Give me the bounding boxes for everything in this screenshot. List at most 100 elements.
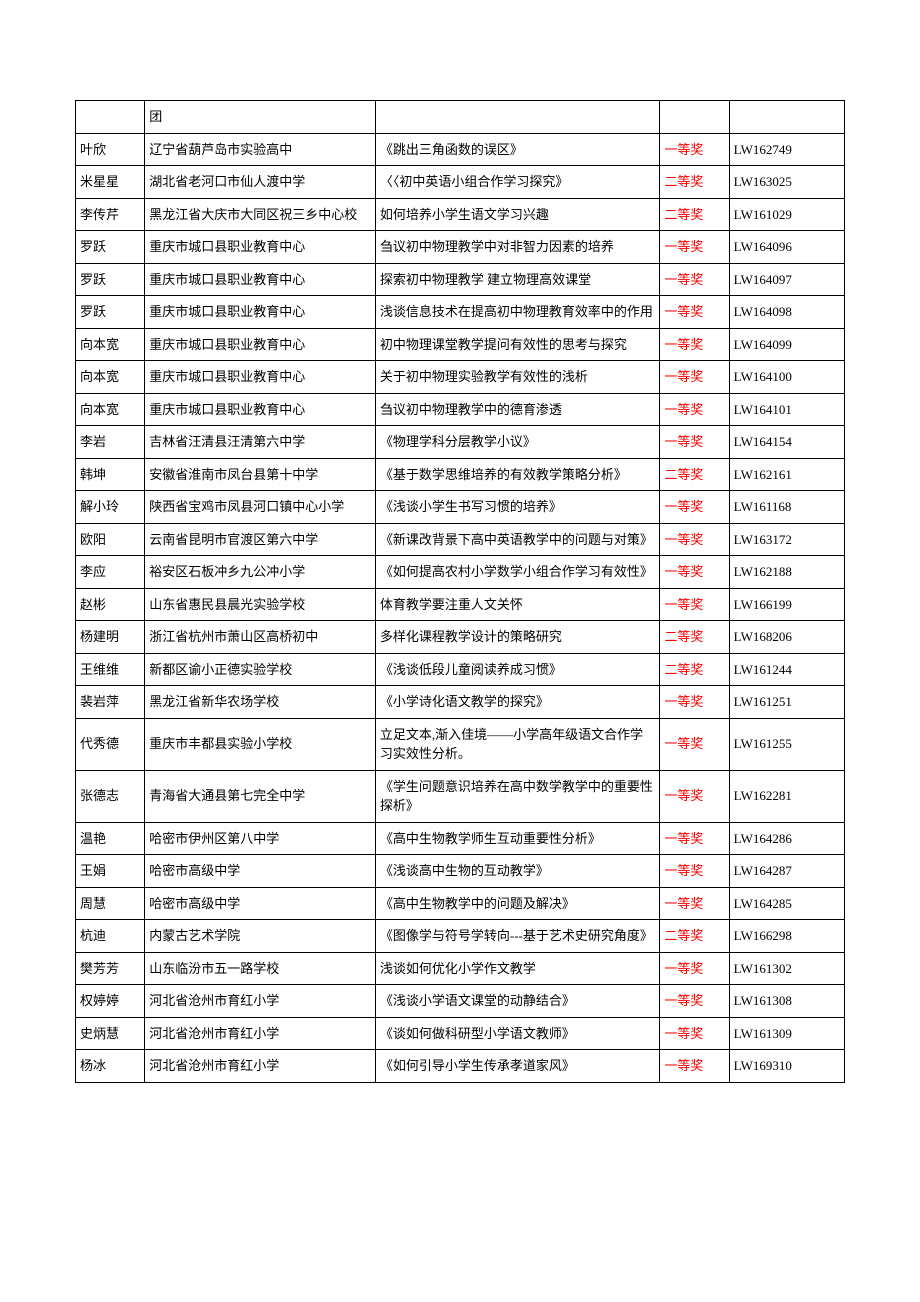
cell-award: 二等奖 [660,166,729,199]
cell-title [375,101,660,134]
cell-code: LW163025 [729,166,844,199]
cell-code: LW164101 [729,393,844,426]
cell-name: 温艳 [76,822,145,855]
table-row: 王娟哈密市高级中学《浅谈高中生物的互动教学》一等奖LW164287 [76,855,845,888]
cell-title: 多样化课程教学设计的策略研究 [375,621,660,654]
cell-school: 黑龙江省新华农场学校 [145,686,376,719]
cell-name: 杨建明 [76,621,145,654]
cell-name: 裴岩萍 [76,686,145,719]
cell-code: LW164098 [729,296,844,329]
table-row: 权婷婷河北省沧州市育红小学《浅谈小学语文课堂的动静结合》一等奖LW161308 [76,985,845,1018]
cell-award: 一等奖 [660,855,729,888]
cell-title: 《基于数学思维培养的有效教学策略分析》 [375,458,660,491]
cell-title: 《高中生物教学师生互动重要性分析》 [375,822,660,855]
cell-school: 重庆市城口县职业教育中心 [145,231,376,264]
cell-name: 杭迪 [76,920,145,953]
cell-code: LW161029 [729,198,844,231]
table-row: 杨冰河北省沧州市育红小学《如何引导小学生传承孝道家风》一等奖LW169310 [76,1050,845,1083]
table-row: 杭迪内蒙古艺术学院《图像学与符号学转向---基于艺术史研究角度》二等奖LW166… [76,920,845,953]
table-row: 团 [76,101,845,134]
cell-code: LW166298 [729,920,844,953]
awards-table: 团叶欣辽宁省葫芦岛市实验高中《跳出三角函数的误区》一等奖LW162749米星星湖… [75,100,845,1083]
cell-name: 解小玲 [76,491,145,524]
table-row: 解小玲陕西省宝鸡市凤县河口镇中心小学《浅谈小学生书写习惯的培养》一等奖LW161… [76,491,845,524]
cell-name: 李传芹 [76,198,145,231]
cell-title: 浅谈信息技术在提高初中物理教育效率中的作用 [375,296,660,329]
cell-code: LW166199 [729,588,844,621]
cell-title: 《如何提高农村小学数学小组合作学习有效性》 [375,556,660,589]
cell-title: 刍议初中物理教学中对非智力因素的培养 [375,231,660,264]
cell-name: 赵彬 [76,588,145,621]
cell-title: 体育教学要注重人文关怀 [375,588,660,621]
cell-award: 一等奖 [660,985,729,1018]
cell-award: 一等奖 [660,1017,729,1050]
cell-school: 重庆市城口县职业教育中心 [145,263,376,296]
cell-title: 《浅谈小学语文课堂的动静结合》 [375,985,660,1018]
cell-award: 一等奖 [660,556,729,589]
cell-title: 《谈如何做科研型小学语文教师》 [375,1017,660,1050]
cell-award: 二等奖 [660,920,729,953]
table-row: 米星星湖北省老河口市仙人渡中学〈〈初中英语小组合作学习探究》二等奖LW16302… [76,166,845,199]
table-row: 李传芹黑龙江省大庆市大同区祝三乡中心校如何培养小学生语文学习兴趣二等奖LW161… [76,198,845,231]
cell-name: 周慧 [76,887,145,920]
cell-award: 一等奖 [660,1050,729,1083]
cell-school: 内蒙古艺术学院 [145,920,376,953]
cell-name: 樊芳芳 [76,952,145,985]
cell-school: 重庆市城口县职业教育中心 [145,393,376,426]
cell-code: LW161255 [729,718,844,770]
table-row: 代秀德重庆市丰都县实验小学校立足文本,渐入佳境——小学高年级语文合作学习实效性分… [76,718,845,770]
cell-school: 哈密市高级中学 [145,887,376,920]
cell-code: LW162161 [729,458,844,491]
cell-award: 一等奖 [660,491,729,524]
cell-title: 《小学诗化语文教学的探究》 [375,686,660,719]
table-row: 欧阳云南省昆明市官渡区第六中学《新课改背景下高中英语教学中的问题与对策》一等奖L… [76,523,845,556]
cell-code: LW162749 [729,133,844,166]
cell-title: 探索初中物理教学 建立物理高效课堂 [375,263,660,296]
cell-title: 《高中生物教学中的问题及解决》 [375,887,660,920]
cell-name: 李岩 [76,426,145,459]
table-row: 王维维新都区谕小正德实验学校《浅谈低段儿童阅读养成习惯》二等奖LW161244 [76,653,845,686]
cell-name: 张德志 [76,770,145,822]
cell-title: 刍议初中物理教学中的德育渗透 [375,393,660,426]
table-row: 樊芳芳山东临汾市五一路学校浅谈如何优化小学作文教学一等奖LW161302 [76,952,845,985]
cell-school: 安徽省淮南市凤台县第十中学 [145,458,376,491]
cell-school: 河北省沧州市育红小学 [145,1050,376,1083]
cell-title: 《浅谈高中生物的互动教学》 [375,855,660,888]
cell-name: 欧阳 [76,523,145,556]
cell-name: 罗跃 [76,296,145,329]
cell-school: 浙江省杭州市萧山区高桥初中 [145,621,376,654]
cell-title: 如何培养小学生语文学习兴趣 [375,198,660,231]
cell-code: LW163172 [729,523,844,556]
table-row: 杨建明浙江省杭州市萧山区高桥初中多样化课程教学设计的策略研究二等奖LW16820… [76,621,845,654]
cell-code: LW161251 [729,686,844,719]
table-row: 叶欣辽宁省葫芦岛市实验高中《跳出三角函数的误区》一等奖LW162749 [76,133,845,166]
cell-award: 一等奖 [660,361,729,394]
cell-school: 哈密市高级中学 [145,855,376,888]
cell-title: 《浅谈小学生书写习惯的培养》 [375,491,660,524]
cell-title: 《图像学与符号学转向---基于艺术史研究角度》 [375,920,660,953]
cell-name: 罗跃 [76,231,145,264]
cell-school: 湖北省老河口市仙人渡中学 [145,166,376,199]
table-row: 罗跃重庆市城口县职业教育中心探索初中物理教学 建立物理高效课堂一等奖LW1640… [76,263,845,296]
table-row: 赵彬山东省惠民县晨光实验学校体育教学要注重人文关怀一等奖LW166199 [76,588,845,621]
cell-name [76,101,145,134]
table-row: 向本宽重庆市城口县职业教育中心初中物理课堂教学提问有效性的思考与探究一等奖LW1… [76,328,845,361]
cell-award: 二等奖 [660,198,729,231]
table-row: 罗跃重庆市城口县职业教育中心刍议初中物理教学中对非智力因素的培养一等奖LW164… [76,231,845,264]
cell-school: 辽宁省葫芦岛市实验高中 [145,133,376,166]
cell-award: 一等奖 [660,263,729,296]
cell-award: 一等奖 [660,328,729,361]
cell-name: 叶欣 [76,133,145,166]
cell-name: 罗跃 [76,263,145,296]
cell-award: 一等奖 [660,887,729,920]
cell-award: 二等奖 [660,653,729,686]
cell-name: 史炳慧 [76,1017,145,1050]
table-body: 团叶欣辽宁省葫芦岛市实验高中《跳出三角函数的误区》一等奖LW162749米星星湖… [76,101,845,1083]
cell-title: 立足文本,渐入佳境——小学高年级语文合作学习实效性分析。 [375,718,660,770]
cell-title: 初中物理课堂教学提问有效性的思考与探究 [375,328,660,361]
table-row: 史炳慧河北省沧州市育红小学《谈如何做科研型小学语文教师》一等奖LW161309 [76,1017,845,1050]
cell-code: LW164097 [729,263,844,296]
cell-code: LW164096 [729,231,844,264]
table-row: 李岩吉林省汪清县汪清第六中学《物理学科分层教学小议》一等奖LW164154 [76,426,845,459]
cell-school: 新都区谕小正德实验学校 [145,653,376,686]
